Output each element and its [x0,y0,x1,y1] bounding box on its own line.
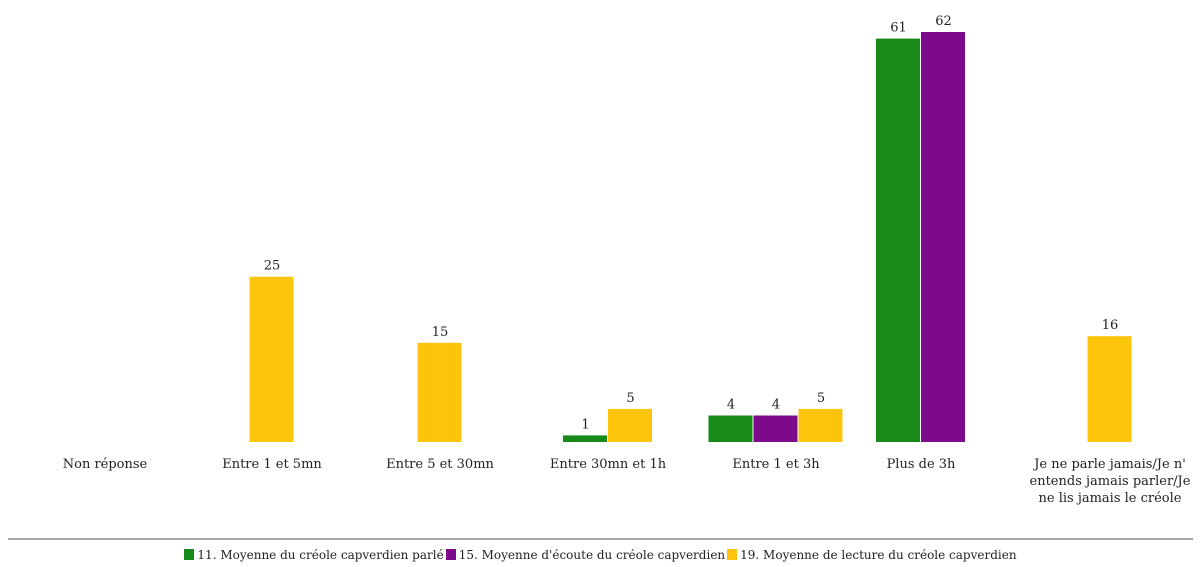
bar-series1-entre-30mn-et-1h [563,435,607,442]
bar-series3-entre-30mn-et-1h [608,408,652,442]
value-label-series1-entre-1-et-3h: 4 [727,398,735,413]
legend-swatch-series2 [445,549,456,560]
category-label-entre-1-et-3h: Entre 1 et 3h [732,457,820,472]
bar-series3-entre-1-et-5mn [249,276,294,442]
legend-label-series2: 15. Moyenne d'écoute du créole capverdie… [458,548,726,562]
category-label-entre-30mn-et-1h: Entre 30mn et 1h [549,457,667,472]
legend-swatch-series1 [184,549,195,560]
legend: 11. Moyenne du créole capverdien parlé 15… [0,548,1201,562]
value-label-series3-entre-5-et-30mn: 15 [432,325,449,340]
legend-item-series2: 15. Moyenne d'écoute du créole capverdie… [445,548,726,562]
bar-series3-je-ne-parle-jamais-je-n-entend [1087,336,1132,442]
bar-series3-entre-1-et-3h [798,408,843,442]
bar-group [249,32,1132,442]
value-label-series1-plus-de-3h: 61 [890,21,907,36]
value-label-series1-entre-30mn-et-1h: 1 [581,417,589,432]
value-label-series2-plus-de-3h: 62 [935,14,952,29]
legend-item-series1: 11. Moyenne du créole capverdien parlé [184,548,444,562]
value-label-series3-entre-30mn-et-1h: 5 [626,391,634,406]
legend-label-series1: 11. Moyenne du créole capverdien parlé [197,548,444,562]
legend-item-series3: 19. Moyenne de lecture du créole capverd… [727,548,1017,562]
category-label-je-ne-parle-jamais-je-n-entend: Je ne parle jamais/Je n' entends jamais … [1029,457,1191,506]
value-label-series3-entre-1-et-5mn: 25 [264,259,281,274]
legend-label-series3: 19. Moyenne de lecture du créole capverd… [740,548,1017,562]
value-label-series3-je-ne-parle-jamais-je-n-entend: 16 [1102,318,1119,333]
bar-series1-plus-de-3h [876,38,920,442]
value-label-series3-entre-1-et-3h: 5 [817,391,825,406]
bar-series3-entre-5-et-30mn [417,342,462,442]
bar-series1-entre-1-et-3h [708,415,753,442]
category-label-entre-5-et-30mn: Entre 5 et 30mn [386,457,494,472]
category-label-non-r-ponse: Non réponse [62,457,148,472]
value-label-series2-entre-1-et-3h: 4 [772,398,780,413]
bar-series2-entre-1-et-3h [753,415,798,442]
bar-series2-plus-de-3h [921,32,965,442]
legend-swatch-series3 [727,549,738,560]
category-label-entre-1-et-5mn: Entre 1 et 5mn [222,457,322,472]
category-label-plus-de-3h: Plus de 3h [886,457,956,472]
